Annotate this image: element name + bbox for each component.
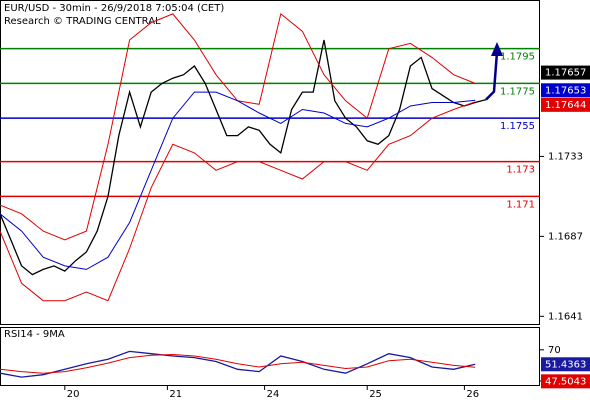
x-tick-label: 25	[369, 389, 382, 400]
series-line	[0, 39, 487, 276]
last-value-label: 1.17644	[545, 100, 586, 111]
series-line	[0, 350, 476, 378]
y-tick-label: 1.1733	[548, 151, 583, 162]
series-line	[0, 353, 476, 374]
x-tick-label: 24	[267, 389, 280, 400]
level-label: 1.1755	[500, 121, 535, 132]
level-label: 1.1775	[500, 86, 535, 97]
last-value-label: 1.17653	[545, 85, 586, 96]
last-value-box	[541, 357, 590, 372]
series-line	[0, 91, 476, 270]
series-line	[0, 101, 476, 302]
last-value-box	[541, 97, 590, 112]
x-tick-label: 26	[466, 389, 479, 400]
last-value-label: 1.17657	[545, 68, 586, 79]
y-tick-label: 1.1641	[548, 311, 583, 322]
rsi-title: RSI14 - 9MA	[4, 329, 65, 340]
last-value-label: 47.5043	[545, 376, 586, 387]
series-line	[0, 13, 476, 241]
forecast-arrow	[485, 51, 499, 101]
level-label: 1.173	[506, 165, 535, 176]
x-tick-label: 20	[67, 389, 80, 400]
y-tick-label: 1.1687	[548, 231, 583, 242]
level-label: 1.1795	[500, 52, 535, 63]
chart-title: EUR/USD - 30min - 26/9/2018 7:05:04 (CET…	[4, 3, 224, 14]
chart-subtitle: Research © TRADING CENTRAL	[4, 16, 161, 27]
x-tick-label: 21	[169, 389, 182, 400]
level-label: 1.171	[506, 199, 535, 210]
last-value-box	[541, 65, 590, 80]
price-frame	[0, 0, 540, 325]
forecast-arrowhead	[491, 42, 503, 56]
rsi-frame	[0, 327, 540, 386]
last-value-label: 51.4363	[545, 359, 586, 370]
y-tick-label: 70	[548, 345, 561, 356]
last-value-box	[541, 374, 590, 389]
last-value-box	[541, 83, 590, 98]
